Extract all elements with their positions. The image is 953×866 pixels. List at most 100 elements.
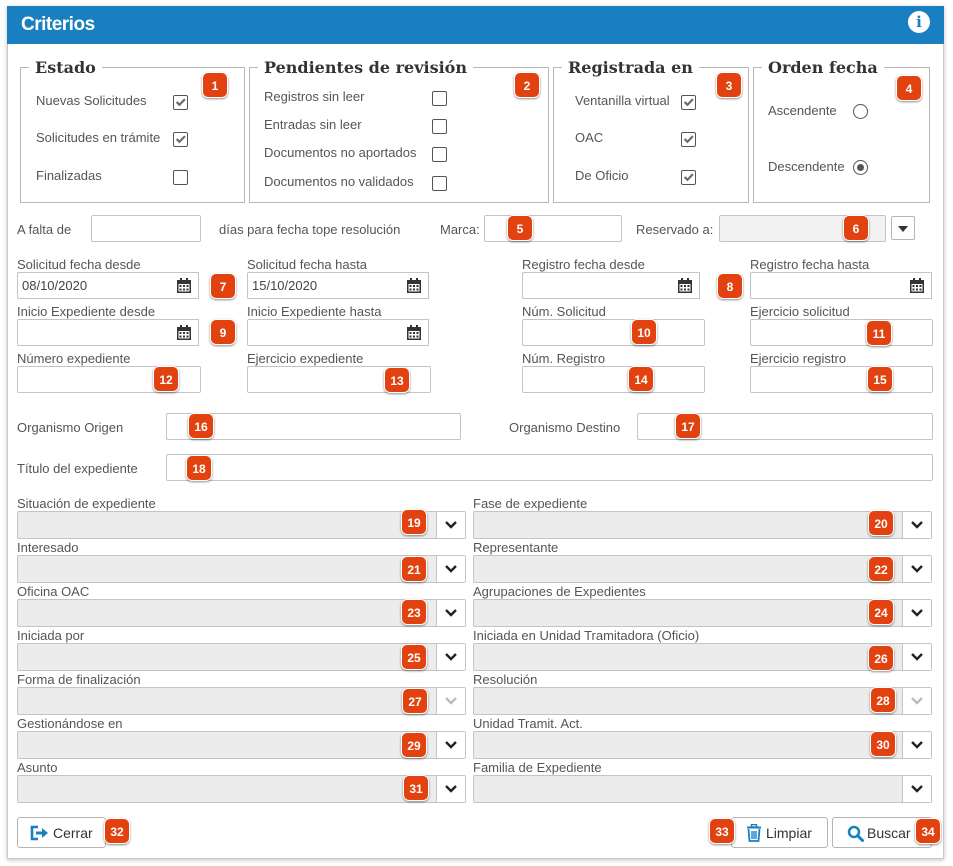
solicitud-hasta-input[interactable] bbox=[247, 272, 401, 299]
callout-badge: 14 bbox=[628, 366, 654, 392]
panel-title: Criterios bbox=[21, 14, 95, 35]
inicio-desde-input[interactable] bbox=[17, 319, 171, 346]
limpiar-button[interactable]: Limpiar bbox=[731, 817, 828, 848]
a-falta-de-input[interactable] bbox=[91, 215, 201, 242]
representante-label: Representante bbox=[473, 540, 559, 555]
callout-badge: 12 bbox=[153, 366, 179, 392]
callout-badge: 3 bbox=[716, 72, 742, 98]
callout-badge: 1 bbox=[202, 72, 228, 98]
ejercicio-solicitud-input[interactable] bbox=[750, 319, 933, 346]
num-registro-input[interactable] bbox=[522, 366, 705, 393]
callout-badge: 24 bbox=[868, 599, 894, 625]
solicitud-desde-input[interactable] bbox=[17, 272, 171, 299]
info-icon[interactable]: i bbox=[908, 11, 930, 33]
interesado-select[interactable] bbox=[17, 555, 466, 583]
callout-badge: 9 bbox=[210, 319, 236, 345]
de-oficio-checkbox[interactable] bbox=[681, 170, 696, 185]
inicio-hasta-label: Inicio Expediente hasta bbox=[247, 304, 382, 319]
callout-badge: 10 bbox=[631, 319, 657, 345]
callout-badge: 23 bbox=[401, 599, 427, 625]
finalizadas-label: Finalizadas bbox=[36, 168, 102, 183]
chevron-down-icon bbox=[902, 776, 931, 802]
oficina-oac-select[interactable] bbox=[17, 599, 466, 627]
chevron-down-icon bbox=[436, 512, 465, 538]
orden-group: Orden fecha bbox=[753, 58, 930, 203]
iniciada-por-select[interactable] bbox=[17, 643, 466, 671]
registro-hasta-label: Registro fecha hasta bbox=[750, 257, 870, 272]
finalizadas-checkbox[interactable] bbox=[173, 170, 188, 185]
ventanilla-virtual-checkbox[interactable] bbox=[681, 95, 696, 110]
cerrar-button[interactable]: Cerrar bbox=[17, 817, 106, 848]
oficina-oac-label: Oficina OAC bbox=[17, 584, 90, 599]
callout-badge: 19 bbox=[401, 509, 427, 535]
callout-badge: 15 bbox=[867, 366, 893, 392]
oac-checkbox[interactable] bbox=[681, 132, 696, 147]
callout-badge: 32 bbox=[104, 818, 130, 844]
solicitud-hasta-label: Solicitud fecha hasta bbox=[247, 257, 367, 272]
representante-select[interactable] bbox=[473, 555, 932, 583]
calendar-icon[interactable] bbox=[400, 272, 429, 299]
resolucion-label: Resolución bbox=[473, 672, 538, 687]
documentos-no-aportados-checkbox[interactable] bbox=[432, 147, 447, 162]
chevron-down-icon bbox=[436, 688, 465, 714]
chevron-down-icon bbox=[436, 776, 465, 802]
familia-select[interactable] bbox=[473, 775, 932, 803]
calendar-icon[interactable] bbox=[903, 272, 932, 299]
exit-icon bbox=[30, 825, 50, 844]
pendientes-legend: Pendientes de revisión bbox=[264, 58, 467, 77]
calendar-icon[interactable] bbox=[671, 272, 700, 299]
chevron-down-icon bbox=[902, 644, 931, 670]
buscar-button[interactable]: Buscar bbox=[832, 817, 932, 848]
registros-sin-leer-label: Registros sin leer bbox=[264, 89, 365, 104]
situacion-select[interactable] bbox=[17, 511, 466, 539]
panel-header: Criterios i bbox=[7, 6, 944, 44]
marca-input[interactable] bbox=[484, 215, 622, 242]
inicio-hasta-input[interactable] bbox=[247, 319, 401, 346]
entradas-sin-leer-checkbox[interactable] bbox=[432, 119, 447, 134]
organismo-destino-label: Organismo Destino bbox=[509, 420, 621, 435]
unidad-tramit-select[interactable] bbox=[473, 731, 932, 759]
reservado-dropdown-button[interactable] bbox=[891, 216, 915, 240]
dias-tope-label: días para fecha tope resolución bbox=[219, 222, 401, 237]
a-falta-de-label: A falta de bbox=[17, 222, 72, 237]
chevron-down-icon bbox=[436, 600, 465, 626]
ascendente-radio[interactable] bbox=[853, 104, 868, 119]
trash-icon bbox=[746, 823, 762, 845]
agrupaciones-select[interactable] bbox=[473, 599, 932, 627]
chevron-down-icon bbox=[902, 600, 931, 626]
calendar-icon[interactable] bbox=[170, 272, 199, 299]
titulo-expediente-label: Título del expediente bbox=[17, 461, 138, 476]
gestionandose-select[interactable] bbox=[17, 731, 466, 759]
chevron-down-icon bbox=[436, 732, 465, 758]
callout-badge: 22 bbox=[868, 556, 894, 582]
callout-badge: 4 bbox=[896, 75, 922, 101]
solicitudes-tramite-checkbox[interactable] bbox=[173, 132, 188, 147]
registros-sin-leer-checkbox[interactable] bbox=[432, 91, 447, 106]
callout-badge: 33 bbox=[709, 818, 735, 844]
ascendente-label: Ascendente bbox=[768, 103, 837, 118]
solicitudes-tramite-label: Solicitudes en trámite bbox=[36, 130, 161, 145]
titulo-expediente-input[interactable] bbox=[166, 454, 933, 481]
documentos-no-validados-checkbox[interactable] bbox=[432, 176, 447, 191]
documentos-no-aportados-label: Documentos no aportados bbox=[264, 145, 417, 160]
unidad-tramit-label: Unidad Tramit. Act. bbox=[473, 716, 583, 731]
iniciada-unidad-select[interactable] bbox=[473, 643, 932, 671]
fase-select[interactable] bbox=[473, 511, 932, 539]
organismo-origen-input[interactable] bbox=[166, 413, 461, 440]
asunto-select[interactable] bbox=[17, 775, 466, 803]
registro-hasta-input[interactable] bbox=[750, 272, 904, 299]
agrupaciones-label: Agrupaciones de Expedientes bbox=[473, 584, 646, 599]
gestionandose-label: Gestionándose en bbox=[17, 716, 123, 731]
calendar-icon[interactable] bbox=[170, 319, 199, 346]
numero-expediente-label: Número expediente bbox=[17, 351, 131, 366]
calendar-icon[interactable] bbox=[400, 319, 429, 346]
descendente-radio[interactable] bbox=[853, 160, 868, 175]
callout-badge: 31 bbox=[403, 775, 429, 801]
ejercicio-registro-input[interactable] bbox=[750, 366, 933, 393]
callout-badge: 34 bbox=[915, 818, 941, 844]
registro-desde-input[interactable] bbox=[522, 272, 672, 299]
num-solicitud-input[interactable] bbox=[522, 319, 705, 346]
nuevas-solicitudes-checkbox[interactable] bbox=[173, 95, 188, 110]
ejercicio-solicitud-label: Ejercicio solicitud bbox=[750, 304, 850, 319]
callout-badge: 27 bbox=[402, 688, 428, 714]
